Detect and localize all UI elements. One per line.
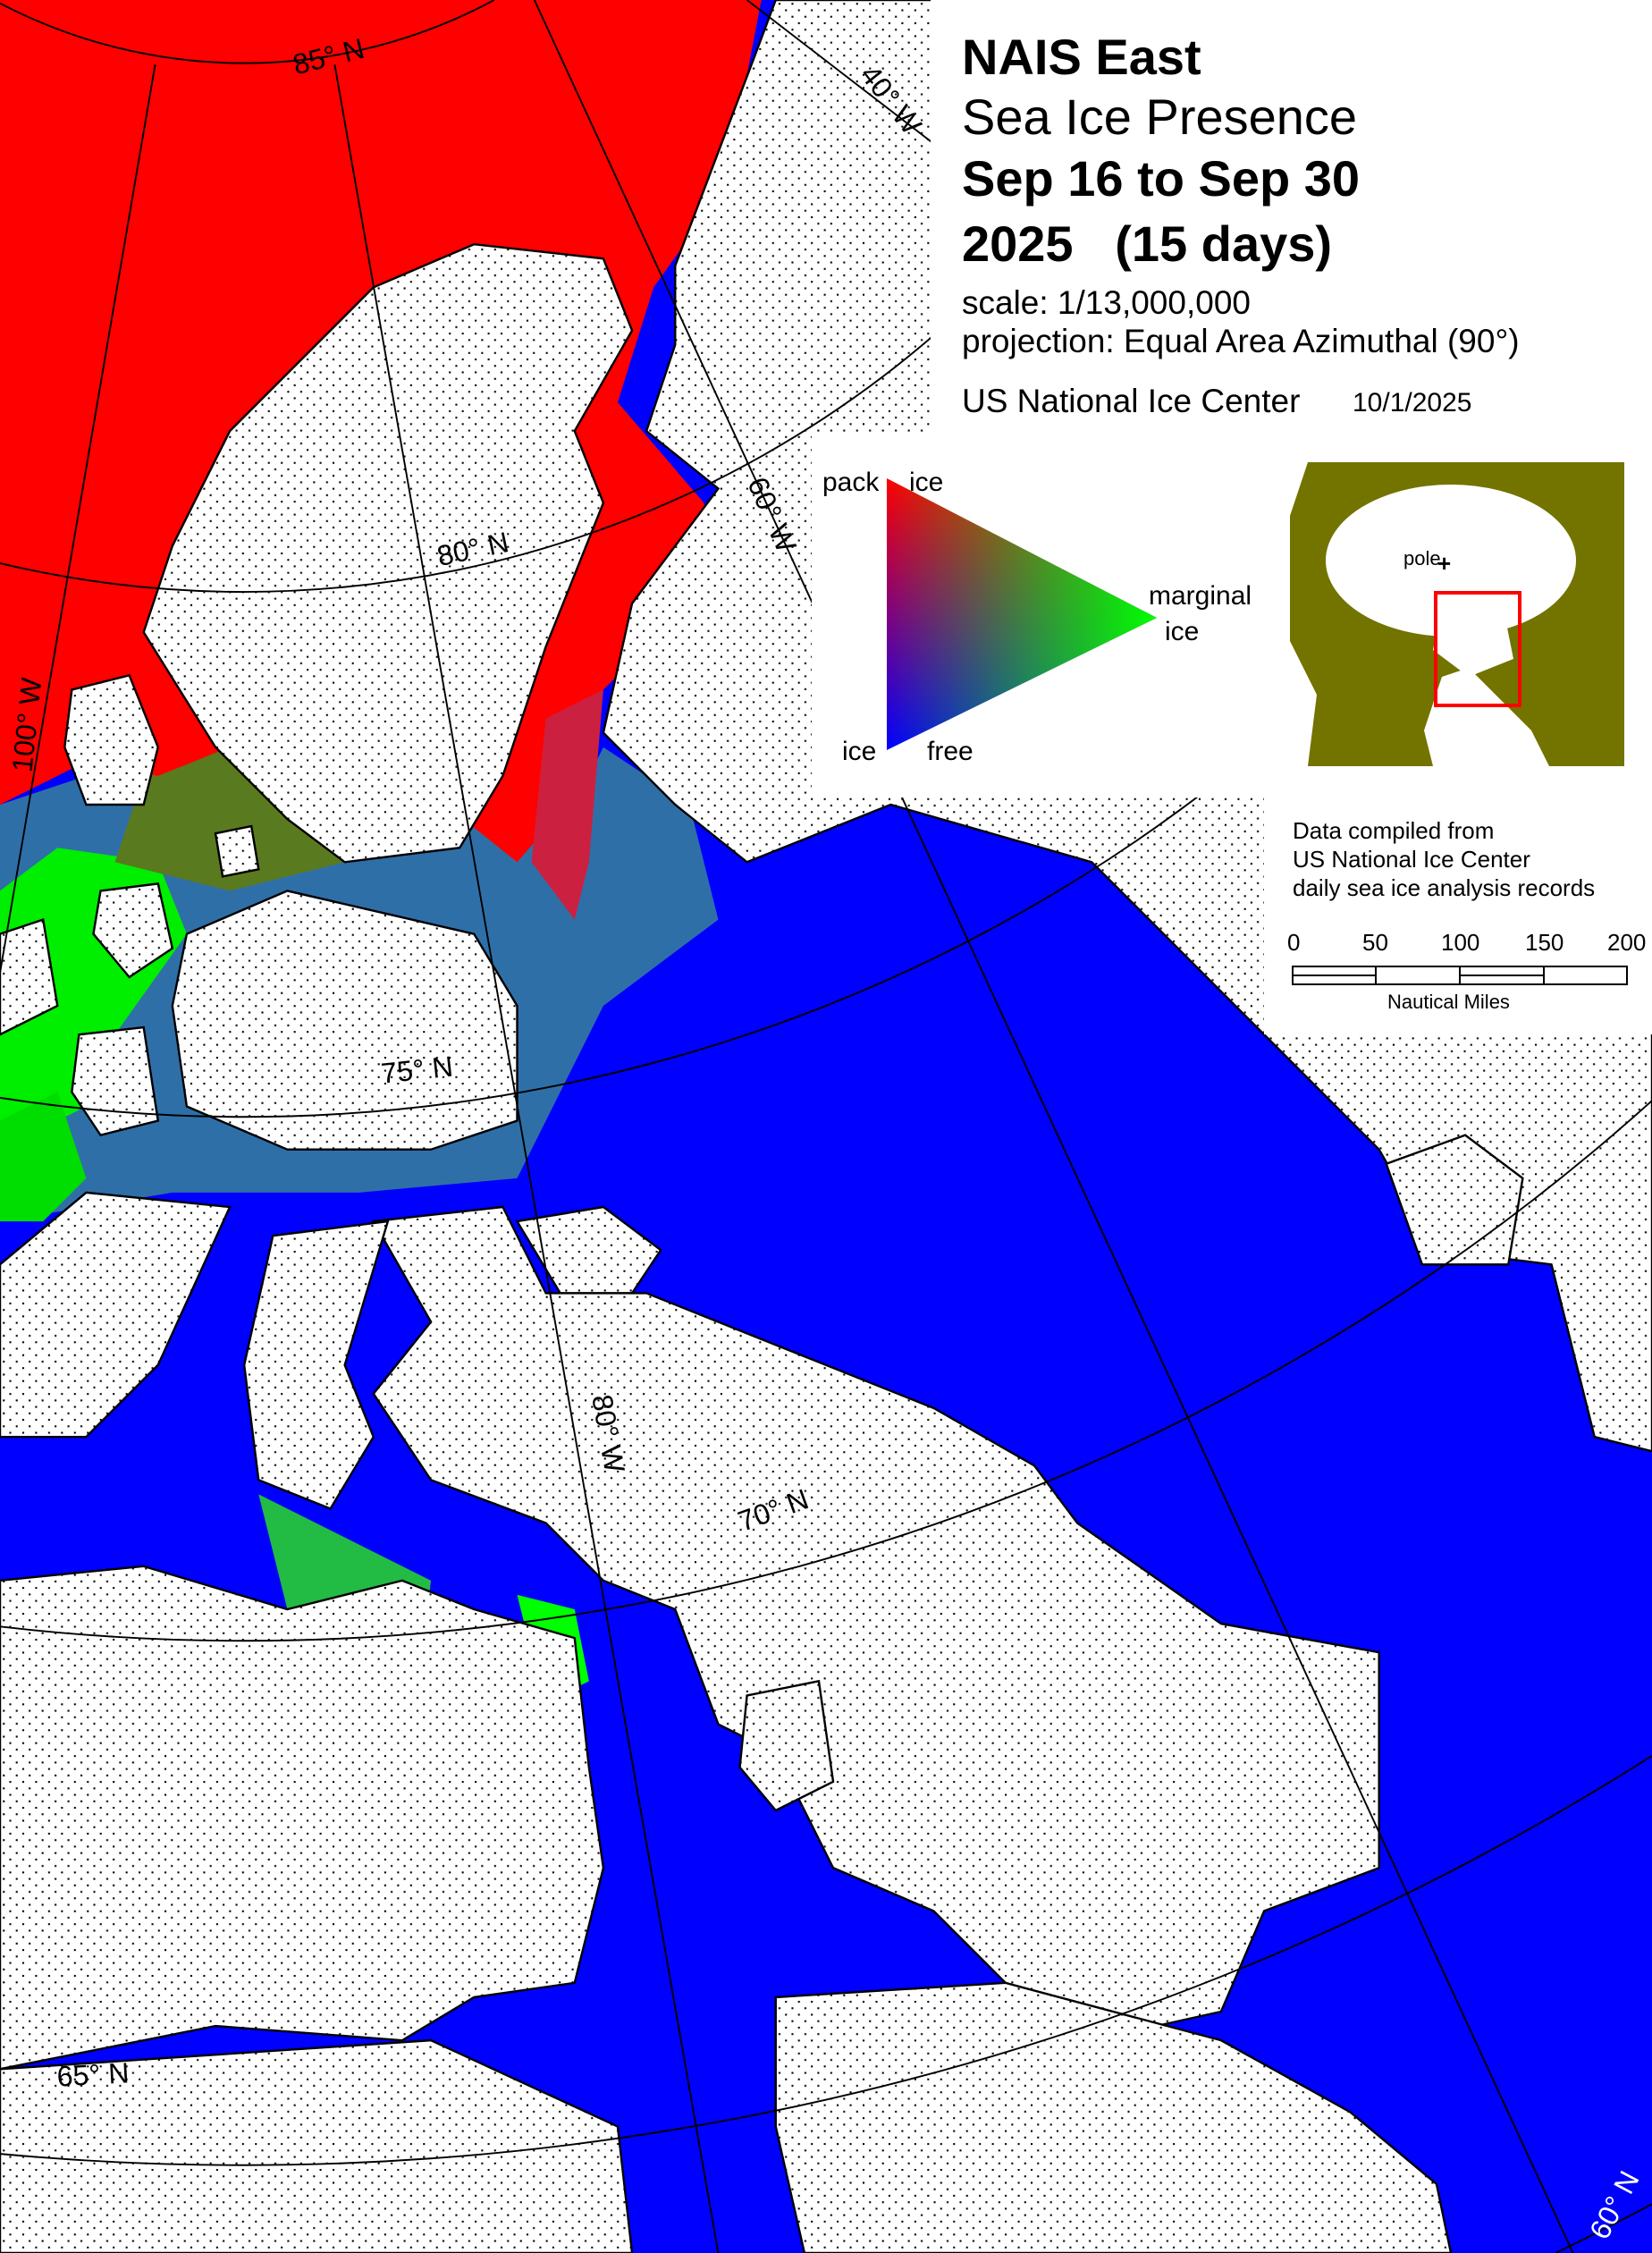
inset-arctic-ocean	[1326, 485, 1576, 637]
title-region: NAIS East	[962, 29, 1201, 85]
southampton-island	[0, 2038, 634, 2253]
agency-name: US National Ice Center	[962, 383, 1301, 419]
meridian-100w	[0, 64, 156, 974]
meridian-80w	[333, 64, 720, 2253]
marginal-ice-zone	[0, 1092, 87, 1222]
axel-heiberg-island	[63, 673, 160, 806]
prince-of-wales-island	[0, 1191, 232, 1439]
legend-free-label: free	[927, 737, 974, 766]
scale-bar	[1292, 966, 1628, 985]
legend-pack-ice-label: ice	[909, 468, 944, 497]
source-line-3: daily sea ice analysis records	[1293, 874, 1596, 901]
label-65n: 65° N	[56, 2056, 130, 2092]
island	[738, 1679, 835, 1812]
island	[214, 824, 260, 878]
source-line-2: US National Ice Center	[1293, 846, 1530, 873]
map-scale: scale: 1/13,000,000	[962, 284, 1251, 321]
devon-island	[171, 890, 518, 1151]
title-year-days: 2025 (15 days)	[962, 215, 1333, 272]
inset-map-extent-frame	[1434, 591, 1521, 707]
parallel-70n	[0, 1100, 1652, 1642]
meridian-40w	[746, 0, 935, 145]
title-panel	[931, 0, 1652, 435]
pole-marker-icon: +	[1437, 550, 1451, 577]
scale-tick-0: 0	[1287, 929, 1301, 956]
title-product: Sea Ice Presence	[962, 89, 1358, 145]
legend-marginal-ice-label: ice	[1165, 617, 1200, 646]
boothia-mainland	[0, 1565, 605, 2071]
legend-pack-label: pack	[822, 468, 880, 497]
ellesmere-island	[142, 242, 634, 864]
inset-pole-label: pole	[1403, 547, 1441, 570]
bylot-island	[515, 1205, 662, 1295]
label-75n: 75° N	[379, 1051, 454, 1090]
legend-ice-label: ice	[842, 737, 877, 766]
parallel-65n	[0, 1755, 1652, 2166]
somerset-island	[242, 1219, 390, 1511]
legend-marginal-label: marginal	[1149, 581, 1252, 611]
graticule-labels: 85° N 80° N 75° N 70° N 65° N 60° N 40° …	[6, 32, 1646, 2245]
scale-tick-50: 50	[1362, 929, 1388, 956]
scale-tick-150: 150	[1525, 929, 1564, 956]
island	[92, 882, 174, 979]
ice-color-legend-triangle	[887, 478, 1157, 750]
meridian-60w	[533, 0, 1574, 2253]
scale-tick-200: 200	[1607, 929, 1647, 956]
parallel-85n	[0, 0, 495, 64]
island	[71, 1025, 160, 1137]
source-line-1: Data compiled from	[1293, 817, 1495, 844]
island	[0, 917, 59, 1036]
inset-locator-map: +	[1290, 462, 1624, 768]
source-panel	[1264, 797, 1652, 1034]
map-projection: projection: Equal Area Azimuthal (90°)	[962, 323, 1520, 359]
title-period: Sep 16 to Sep 30	[962, 150, 1361, 207]
pack-ice-zone	[531, 689, 603, 920]
scale-tick-100: 100	[1441, 929, 1480, 956]
scale-unit-label: Nautical Miles	[1387, 991, 1510, 1013]
disko-island	[1385, 1134, 1524, 1266]
northern-quebec	[774, 1981, 1453, 2253]
issue-date: 10/1/2025	[1353, 388, 1472, 418]
